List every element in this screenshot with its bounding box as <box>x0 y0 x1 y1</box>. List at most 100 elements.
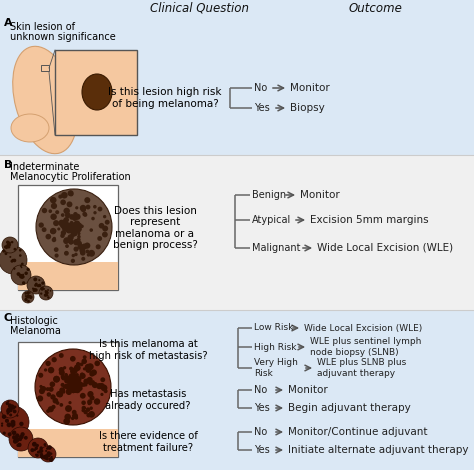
Circle shape <box>66 389 72 395</box>
Text: Has metastasis
already occured?: Has metastasis already occured? <box>105 389 191 411</box>
Circle shape <box>90 395 95 400</box>
Circle shape <box>73 246 79 252</box>
Circle shape <box>1 424 3 427</box>
Circle shape <box>48 209 52 213</box>
Circle shape <box>9 407 12 409</box>
Circle shape <box>50 229 55 234</box>
Circle shape <box>73 381 77 384</box>
Circle shape <box>53 376 60 383</box>
Circle shape <box>73 388 78 393</box>
Circle shape <box>50 197 56 204</box>
Circle shape <box>0 246 27 274</box>
Circle shape <box>32 442 37 446</box>
Circle shape <box>74 253 78 256</box>
Circle shape <box>70 356 76 361</box>
Circle shape <box>70 192 73 196</box>
Circle shape <box>9 242 11 244</box>
Circle shape <box>86 407 91 412</box>
Circle shape <box>27 276 45 294</box>
Circle shape <box>19 435 24 439</box>
Circle shape <box>21 263 24 266</box>
Circle shape <box>15 437 19 441</box>
Circle shape <box>53 220 59 226</box>
Circle shape <box>39 388 45 394</box>
Text: Outcome: Outcome <box>348 1 402 15</box>
Circle shape <box>72 225 77 230</box>
Circle shape <box>13 258 16 262</box>
Circle shape <box>61 230 66 235</box>
Circle shape <box>57 227 60 230</box>
Circle shape <box>81 207 86 212</box>
Circle shape <box>83 378 90 384</box>
Circle shape <box>77 232 81 235</box>
Circle shape <box>80 373 84 376</box>
Circle shape <box>12 431 16 435</box>
Text: Biopsy: Biopsy <box>290 103 325 113</box>
Circle shape <box>7 412 9 415</box>
Circle shape <box>16 415 18 417</box>
Circle shape <box>62 225 68 231</box>
Bar <box>55 50 137 135</box>
Circle shape <box>59 387 65 393</box>
Circle shape <box>59 369 65 376</box>
Circle shape <box>93 211 97 214</box>
Circle shape <box>102 226 108 232</box>
Circle shape <box>64 237 70 243</box>
Circle shape <box>55 253 59 258</box>
Circle shape <box>51 203 57 209</box>
Circle shape <box>24 298 28 301</box>
Circle shape <box>64 414 71 420</box>
Circle shape <box>75 373 79 377</box>
Circle shape <box>105 220 109 225</box>
Circle shape <box>88 250 95 257</box>
Circle shape <box>11 406 15 410</box>
Circle shape <box>58 219 65 227</box>
Circle shape <box>91 217 95 220</box>
Circle shape <box>81 257 85 261</box>
Circle shape <box>82 400 86 405</box>
Circle shape <box>64 251 69 256</box>
Circle shape <box>86 413 91 417</box>
Circle shape <box>8 403 11 407</box>
Text: Indeterminate: Indeterminate <box>10 162 79 172</box>
Circle shape <box>19 249 22 251</box>
Circle shape <box>67 379 74 385</box>
Circle shape <box>8 400 9 402</box>
Circle shape <box>66 387 70 391</box>
Circle shape <box>9 414 12 416</box>
Circle shape <box>73 239 80 245</box>
Circle shape <box>19 422 24 426</box>
Circle shape <box>17 443 22 447</box>
Circle shape <box>82 383 86 387</box>
Circle shape <box>56 401 59 405</box>
Circle shape <box>60 199 66 205</box>
Circle shape <box>66 223 71 228</box>
Circle shape <box>51 405 55 409</box>
Circle shape <box>70 224 75 228</box>
Circle shape <box>83 367 86 370</box>
Circle shape <box>69 373 75 379</box>
Circle shape <box>41 386 46 392</box>
Circle shape <box>44 454 47 457</box>
Circle shape <box>19 275 23 279</box>
Circle shape <box>74 214 80 219</box>
Circle shape <box>46 447 49 450</box>
Circle shape <box>85 364 91 370</box>
Circle shape <box>73 220 80 227</box>
Circle shape <box>71 258 75 263</box>
Circle shape <box>72 413 78 419</box>
Circle shape <box>86 204 91 210</box>
Circle shape <box>67 224 73 231</box>
Circle shape <box>96 383 102 389</box>
Circle shape <box>89 371 95 376</box>
Circle shape <box>50 228 56 235</box>
Circle shape <box>47 296 50 299</box>
Circle shape <box>1 400 19 418</box>
Circle shape <box>45 290 46 292</box>
Text: Monitor: Monitor <box>288 385 328 395</box>
Circle shape <box>71 378 76 383</box>
Circle shape <box>64 376 71 383</box>
Circle shape <box>34 284 37 287</box>
Circle shape <box>68 401 72 404</box>
Circle shape <box>61 213 64 217</box>
